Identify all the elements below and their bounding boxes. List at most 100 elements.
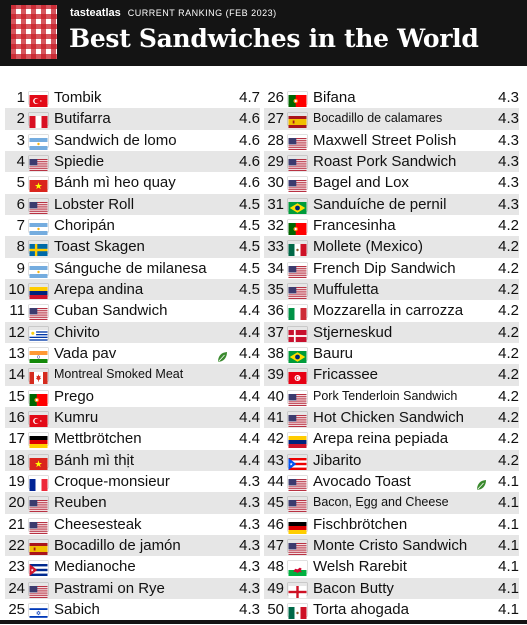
ranking-row[interactable]: 24 Pastrami on Rye 4.3 <box>5 577 260 599</box>
ranking-row[interactable]: 13 Vada pav 4.4 <box>5 343 260 364</box>
dish-name[interactable]: Kumru <box>54 408 99 426</box>
dish-name[interactable]: Bocadillo de calamares <box>313 111 443 126</box>
ranking-row[interactable]: 41 Hot Chicken Sandwich 4.2 <box>264 406 519 429</box>
ranking-row[interactable]: 35 Muffuletta 4.2 <box>264 278 519 301</box>
ranking-row[interactable]: 18 Bánh mì thịt 4.4 <box>5 449 260 471</box>
ranking-row[interactable]: 47 Monte Cristo Sandwich 4.1 <box>264 534 519 557</box>
ranking-row[interactable]: 28 Maxwell Street Polish 4.3 <box>264 130 519 151</box>
dish-name[interactable]: Reuben <box>54 494 107 512</box>
dish-name[interactable]: French Dip Sandwich <box>313 259 456 277</box>
ranking-row[interactable]: 14 Montreal Smoked Meat 4.4 <box>5 364 260 386</box>
ranking-row[interactable]: 40 Pork Tenderloin Sandwich 4.2 <box>264 386 519 407</box>
ranking-row[interactable]: 36 Mozzarella in carrozza 4.2 <box>264 300 519 321</box>
ranking-row[interactable]: 11 Cuban Sandwich 4.4 <box>5 300 260 321</box>
dish-name[interactable]: Cuban Sandwich <box>54 302 168 320</box>
brand-name[interactable]: tasteatlas <box>70 7 121 19</box>
ranking-row[interactable]: 9 Sánguche de milanesa 4.5 <box>5 258 260 279</box>
dish-name[interactable]: Bauru <box>313 344 354 362</box>
dish-name[interactable]: Avocado Toast <box>313 472 411 490</box>
ranking-row[interactable]: 25 Sabich 4.3 <box>5 599 260 620</box>
dish-name[interactable]: Mollete (Mexico) <box>313 238 424 256</box>
dish-name[interactable]: Bacon, Egg and Cheese <box>313 495 449 510</box>
dish-name[interactable]: Fricassee <box>313 366 379 384</box>
ranking-row[interactable]: 45 Bacon, Egg and Cheese 4.1 <box>264 492 519 514</box>
dish-name[interactable]: Sandwich de lomo <box>54 131 177 149</box>
dish-name[interactable]: Arepa reina pepiada <box>313 430 449 448</box>
ranking-row[interactable]: 2 Butifarra 4.6 <box>5 108 260 130</box>
dish-name[interactable]: Fischbrötchen <box>313 515 408 533</box>
dish-name[interactable]: Torta ahogada <box>313 600 409 618</box>
ranking-row[interactable]: 39 Fricassee 4.2 <box>264 364 519 386</box>
dish-name[interactable]: Sanduíche de pernil <box>313 195 447 213</box>
dish-name[interactable]: Montreal Smoked Meat <box>54 367 184 382</box>
ranking-row[interactable]: 17 Mettbrötchen 4.4 <box>5 428 260 449</box>
dish-name[interactable]: Tombik <box>54 89 102 106</box>
dish-name[interactable]: Croque-monsieur <box>54 472 170 490</box>
ranking-row[interactable]: 34 French Dip Sandwich 4.2 <box>264 258 519 279</box>
ranking-row[interactable]: 3 Sandwich de lomo 4.6 <box>5 130 260 151</box>
ranking-row[interactable]: 44 Avocado Toast 4.1 <box>264 471 519 492</box>
dish-name[interactable]: Sánguche de milanesa <box>54 259 207 277</box>
dish-name[interactable]: Muffuletta <box>313 280 379 298</box>
dish-name[interactable]: Prego <box>54 387 95 405</box>
ranking-row[interactable]: 6 Lobster Roll 4.5 <box>5 193 260 215</box>
dish-name[interactable]: Toast Skagen <box>54 238 145 256</box>
ranking-row[interactable]: 22 Bocadillo de jamón 4.3 <box>5 534 260 557</box>
dish-name[interactable]: Butifarra <box>54 110 111 128</box>
dish-name[interactable]: Pork Tenderloin Sandwich <box>313 388 458 403</box>
ranking-row[interactable]: 31 Sanduíche de pernil 4.3 <box>264 193 519 215</box>
dish-name[interactable]: Bagel and Lox <box>313 174 409 192</box>
dish-name[interactable]: Vada pav <box>54 344 117 362</box>
ranking-row[interactable]: 26 Bifana 4.3 <box>264 87 519 108</box>
dish-name[interactable]: Bánh mì heo quay <box>54 174 176 192</box>
ranking-row[interactable]: 32 Francesinha 4.2 <box>264 215 519 236</box>
dish-name[interactable]: Bifana <box>313 89 356 106</box>
ranking-row[interactable]: 10 Arepa andina 4.5 <box>5 278 260 301</box>
dish-name[interactable]: Roast Pork Sandwich <box>313 152 457 170</box>
dish-name[interactable]: Maxwell Street Polish <box>313 131 457 149</box>
ranking-row[interactable]: 23 Medianoche 4.3 <box>5 556 260 577</box>
dish-name[interactable]: Bocadillo de jamón <box>54 536 181 554</box>
ranking-row[interactable]: 21 Cheesesteak 4.3 <box>5 514 260 535</box>
ranking-row[interactable]: 30 Bagel and Lox 4.3 <box>264 172 519 193</box>
dish-name[interactable]: Pastrami on Rye <box>54 579 165 597</box>
ranking-row[interactable]: 38 Bauru 4.2 <box>264 343 519 364</box>
dish-name[interactable]: Spiedie <box>54 152 105 170</box>
dish-name[interactable]: Monte Cristo Sandwich <box>313 536 468 554</box>
ranking-row[interactable]: 5 Bánh mì heo quay 4.6 <box>5 172 260 193</box>
ranking-row[interactable]: 27 Bocadillo de calamares 4.3 <box>264 108 519 130</box>
dish-name[interactable]: Bacon Butty <box>313 579 394 597</box>
ranking-row[interactable]: 7 Choripán 4.5 <box>5 215 260 236</box>
ranking-row[interactable]: 42 Arepa reina pepiada 4.2 <box>264 428 519 449</box>
dish-name[interactable]: Cheesesteak <box>54 515 142 533</box>
dish-name[interactable]: Choripán <box>54 216 115 234</box>
ranking-row[interactable]: 15 Prego 4.4 <box>5 386 260 407</box>
ranking-row[interactable]: 49 Bacon Butty 4.1 <box>264 577 519 599</box>
ranking-row[interactable]: 48 Welsh Rarebit 4.1 <box>264 556 519 577</box>
dish-name[interactable]: Jibarito <box>313 451 362 469</box>
dish-name[interactable]: Chivito <box>54 323 100 341</box>
ranking-row[interactable]: 8 Toast Skagen 4.5 <box>5 236 260 258</box>
ranking-row[interactable]: 19 Croque-monsieur 4.3 <box>5 471 260 492</box>
dish-name[interactable]: Hot Chicken Sandwich <box>313 408 464 426</box>
ranking-row[interactable]: 37 Stjerneskud 4.2 <box>264 321 519 343</box>
dish-name[interactable]: Arepa andina <box>54 280 144 298</box>
ranking-row[interactable]: 20 Reuben 4.3 <box>5 492 260 514</box>
ranking-row[interactable]: 12 Chivito 4.4 <box>5 321 260 343</box>
dish-name[interactable]: Francesinha <box>313 216 396 234</box>
ranking-row[interactable]: 4 Spiedie 4.6 <box>5 150 260 173</box>
ranking-row[interactable]: 1 Tombik 4.7 <box>5 87 260 108</box>
dish-name[interactable]: Mettbrötchen <box>54 430 142 448</box>
ranking-row[interactable]: 43 Jibarito 4.2 <box>264 449 519 471</box>
dish-name[interactable]: Mozzarella in carrozza <box>313 302 464 320</box>
ranking-row[interactable]: 16 Kumru 4.4 <box>5 406 260 429</box>
ranking-row[interactable]: 50 Torta ahogada 4.1 <box>264 599 519 620</box>
dish-name[interactable]: Sabich <box>54 600 100 618</box>
dish-name[interactable]: Bánh mì thịt <box>54 451 135 469</box>
dish-name[interactable]: Lobster Roll <box>54 195 135 213</box>
dish-name[interactable]: Medianoche <box>54 558 136 576</box>
ranking-row[interactable]: 46 Fischbrötchen 4.1 <box>264 514 519 535</box>
dish-name[interactable]: Stjerneskud <box>313 323 393 341</box>
dish-name[interactable]: Welsh Rarebit <box>313 558 407 576</box>
ranking-row[interactable]: 33 Mollete (Mexico) 4.2 <box>264 236 519 258</box>
